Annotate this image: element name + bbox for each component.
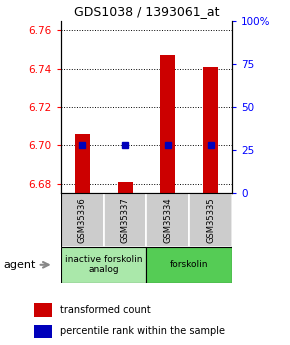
Bar <box>34 304 52 317</box>
Bar <box>146 193 189 247</box>
Bar <box>61 247 146 283</box>
Text: GSM35335: GSM35335 <box>206 197 215 243</box>
Bar <box>146 247 232 283</box>
Bar <box>104 193 146 247</box>
Bar <box>117 182 133 193</box>
Bar <box>203 67 218 193</box>
Text: GSM35337: GSM35337 <box>121 197 130 243</box>
Bar <box>34 325 52 338</box>
Text: forskolin: forskolin <box>170 260 209 269</box>
Text: GSM35336: GSM35336 <box>78 197 87 243</box>
Text: inactive forskolin
analog: inactive forskolin analog <box>65 255 142 275</box>
Text: GSM35334: GSM35334 <box>163 197 172 243</box>
Bar <box>160 55 175 193</box>
Bar <box>75 134 90 193</box>
Bar <box>61 193 104 247</box>
Title: GDS1038 / 1393061_at: GDS1038 / 1393061_at <box>74 5 219 18</box>
Text: percentile rank within the sample: percentile rank within the sample <box>60 326 225 336</box>
Text: transformed count: transformed count <box>60 305 151 315</box>
Text: agent: agent <box>3 260 35 270</box>
Bar <box>189 193 232 247</box>
